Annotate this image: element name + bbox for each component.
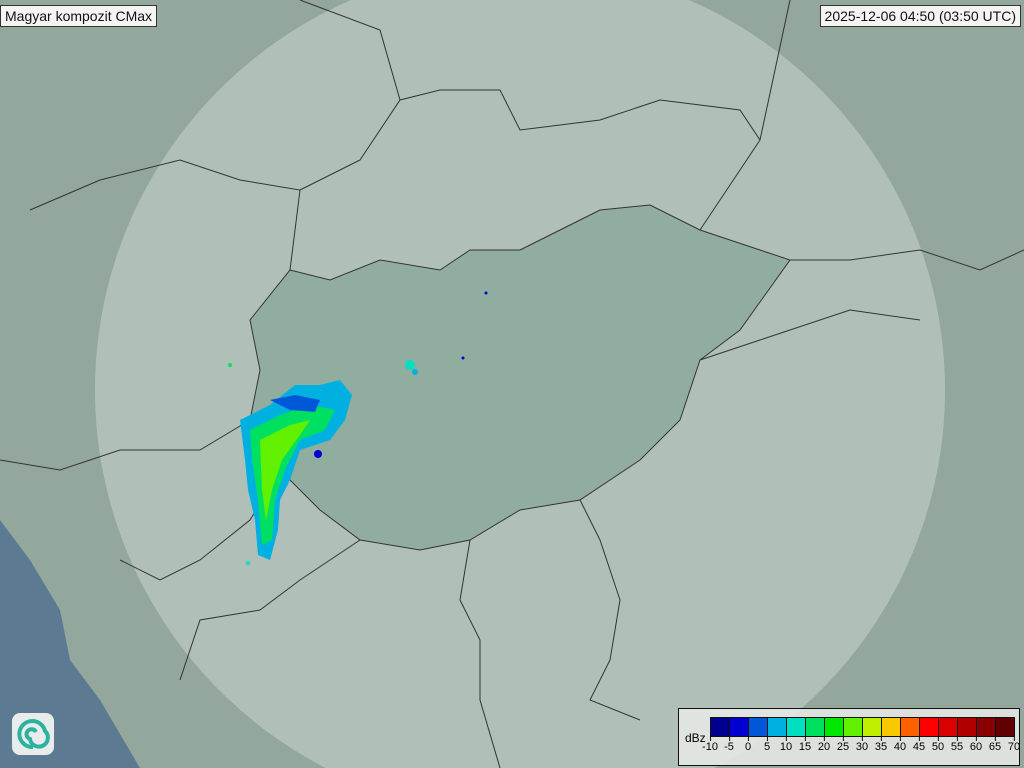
legend-swatch xyxy=(920,718,939,736)
legend-tick-label: 55 xyxy=(950,736,964,753)
legend-ticks: -10 -5 0 5 10 15 20 25 30 35 40 45 50 55 60 65 70 xyxy=(699,736,1021,761)
legend-swatch xyxy=(882,718,901,736)
legend-tick-label: 45 xyxy=(912,736,926,753)
legend-swatch xyxy=(863,718,882,736)
legend-swatch xyxy=(844,718,863,736)
legend-tick-label: 40 xyxy=(893,736,907,753)
legend-tick-label: 70 xyxy=(1007,736,1021,753)
legend-swatch xyxy=(996,718,1014,736)
legend-tick-label: 5 xyxy=(763,736,771,753)
legend-tick-label: 60 xyxy=(969,736,983,753)
timestamp: 2025-12-06 04:50 (03:50 UTC) xyxy=(819,5,1021,27)
legend-tick-label: 20 xyxy=(817,736,831,753)
legend-swatch xyxy=(825,718,844,736)
radar-echoes xyxy=(228,291,488,565)
legend-tick-label: 65 xyxy=(988,736,1002,753)
legend-tick-label: -5 xyxy=(724,736,734,753)
spiral-logo-icon xyxy=(12,713,54,755)
legend-unit: dBz xyxy=(685,731,706,745)
legend-swatch xyxy=(768,718,787,736)
legend-swatch xyxy=(977,718,996,736)
legend-swatch xyxy=(939,718,958,736)
legend-swatch xyxy=(958,718,977,736)
legend-tick-label: 30 xyxy=(855,736,869,753)
legend-tick-label: -10 xyxy=(702,736,718,753)
hungary-area xyxy=(250,205,790,550)
legend-swatch xyxy=(730,718,749,736)
legend-tick-label: 15 xyxy=(798,736,812,753)
legend-color-bar xyxy=(710,717,1015,737)
legend-swatch xyxy=(787,718,806,736)
legend-tick-label: 35 xyxy=(874,736,888,753)
adriatic-sea xyxy=(0,520,140,768)
legend-tick-label: 50 xyxy=(931,736,945,753)
legend-tick-label: 25 xyxy=(836,736,850,753)
legend-swatch xyxy=(711,718,730,736)
legend-swatch xyxy=(806,718,825,736)
legend-swatch xyxy=(901,718,920,736)
legend-tick-label: 0 xyxy=(744,736,752,753)
dbz-legend: dBz -10 -5 0 5 10 15 20 25 30 35 40 45 50 55 60 65 70 xyxy=(678,708,1020,766)
product-title: Magyar kompozit CMax xyxy=(0,5,158,27)
legend-swatch xyxy=(749,718,768,736)
legend-tick-label: 10 xyxy=(779,736,793,753)
